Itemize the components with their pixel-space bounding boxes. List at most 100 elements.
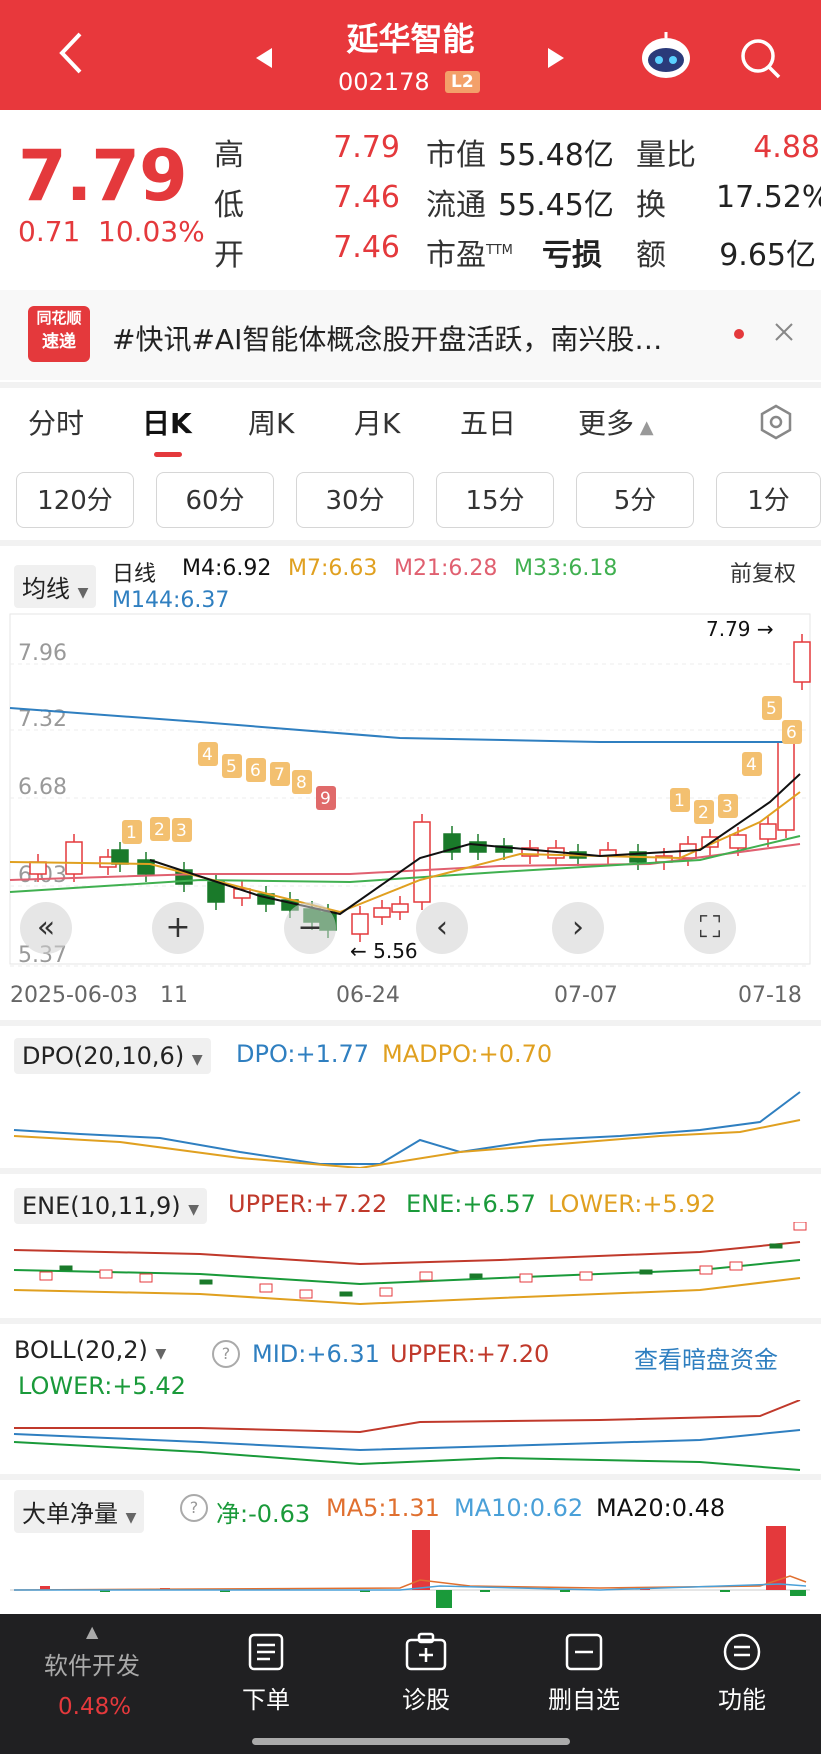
period-60min[interactable]: 60分 [156,472,274,528]
period-120min[interactable]: 120分 [16,472,134,528]
boll-upper-line [14,1400,801,1434]
dpo-selector[interactable]: DPO(20,10,6) ▼ [14,1038,211,1074]
nav-remove-watchlist[interactable]: 删自选 [548,1686,620,1714]
low-value: 7.46 [333,180,400,215]
ma-selector[interactable]: 均线 ▼ [14,565,97,608]
ma7-line [9,791,801,914]
float-cap-value: 55.45亿 [498,188,614,223]
order-icon[interactable] [246,1632,286,1676]
up-marker-label: 4 [746,755,757,775]
level2-badge: L2 [445,71,480,93]
ene-upper-value: UPPER:+7.22 [228,1190,388,1218]
expand-icon[interactable]: ▲ [86,1622,99,1641]
period-15min[interactable]: 15分 [436,472,554,528]
boll-selector[interactable]: BOLL(20,2) ▼ [14,1336,167,1364]
ene-candle [99,1269,113,1279]
down-marker-label: 5 [226,757,237,777]
ene-chart[interactable] [0,1222,821,1318]
ene-candle [519,1273,533,1283]
tab-five-day[interactable]: 五日 [460,407,517,440]
robot-assistant-icon[interactable] [638,30,694,84]
settings-icon[interactable] [758,404,794,444]
boll-lower-line [13,1441,801,1471]
boll-chart[interactable] [0,1400,821,1472]
candle-body [65,841,83,875]
ene-candle [139,1273,153,1283]
help-icon[interactable]: ? [180,1494,208,1522]
down-marker-label: 6 [250,761,261,781]
big-ma5-value: MA5:1.31 [326,1494,440,1522]
dark-pool-link[interactable]: 查看暗盘资金 [634,1346,778,1374]
up-marker [762,696,782,720]
sector-name[interactable]: 软件开发 [44,1652,140,1680]
up-marker [718,794,738,818]
candle-body [137,859,155,875]
candle-body [373,907,391,918]
big-order-bar [720,1590,730,1592]
fullscreen-icon[interactable]: ⛶ [684,902,736,954]
big-order-bar [436,1590,452,1608]
back-icon[interactable] [52,28,92,78]
nav-diagnose[interactable]: 诊股 [402,1686,450,1714]
dpo-line [13,1091,801,1165]
rewind-icon[interactable]: « [20,902,72,954]
news-banner[interactable] [0,290,821,380]
big-order-bar [40,1586,50,1590]
x-tick-label: 07-18 [738,983,802,1008]
ma21-label: M21:6.28 [394,556,498,581]
ene-candle [39,1271,53,1281]
ene-candle [339,1291,353,1297]
kline-chart[interactable]: 7.967.326.686.035.371 2 345 6 7 89 12 34567.79 … [0,612,821,1020]
remove-watchlist-icon[interactable] [564,1632,604,1676]
scroll-left-icon[interactable]: ‹ [416,902,468,954]
close-icon[interactable] [774,322,794,346]
menu-icon[interactable] [722,1632,762,1676]
nav-function[interactable]: 功能 [718,1686,766,1714]
pe-value: 亏损 [542,238,602,273]
low-label: 低 [214,188,244,223]
tab-timeshare[interactable]: 分时 [28,407,85,440]
ene-candle [769,1243,783,1249]
down-marker-label: 2 [154,820,165,840]
tab-daily-k[interactable]: 日K [142,407,192,440]
diagnose-icon[interactable] [404,1632,448,1676]
big-order-bar [360,1590,370,1592]
ene-candle [379,1287,393,1297]
candle-body [413,821,431,903]
search-icon[interactable] [738,36,782,84]
tab-weekly-k[interactable]: 周K [248,407,295,440]
dpo-chart[interactable] [0,1072,821,1168]
open-label: 开 [214,238,244,273]
news-logo-line2: 速递 [42,332,76,352]
adjust-label[interactable]: 前复权 [730,562,797,587]
high-label: 高 [214,138,244,173]
next-stock-icon[interactable] [546,46,566,74]
down-marker [246,758,266,782]
nav-order[interactable]: 下单 [242,1686,290,1714]
help-icon[interactable]: ? [212,1340,240,1368]
big-order-chart[interactable] [0,1526,821,1614]
period-30min[interactable]: 30分 [296,472,414,528]
divider [0,1318,821,1324]
amount-label: 额 [636,238,666,273]
zoom-in-icon[interactable]: + [152,902,204,954]
boll-mid-value: MID:+6.31 [252,1340,380,1368]
down-marker [222,754,242,778]
kline-type-label: 日线 [112,562,157,587]
up-marker-label: 1 [674,791,685,811]
prev-stock-icon[interactable] [254,46,274,74]
ene-upper-line [13,1241,801,1266]
period-5min[interactable]: 5分 [576,472,694,528]
zoom-out-icon[interactable]: − [284,902,336,954]
news-text[interactable]: #快讯#AI智能体概念股开盘活跃，南兴股… [112,323,663,356]
candle-body [495,845,513,853]
float-cap-label: 流通 [426,188,486,223]
ene-selector[interactable]: ENE(10,11,9) ▼ [14,1188,208,1224]
tab-more[interactable]: 更多 ▲ [578,407,654,440]
scroll-right-icon[interactable]: › [552,902,604,954]
big-order-selector[interactable]: 大单净量 ▼ [14,1490,145,1533]
candle-body [793,641,811,683]
tab-monthly-k[interactable]: 月K [354,407,401,440]
period-1min[interactable]: 1分 [716,472,821,528]
volume-ratio-value: 4.88 [753,130,820,165]
